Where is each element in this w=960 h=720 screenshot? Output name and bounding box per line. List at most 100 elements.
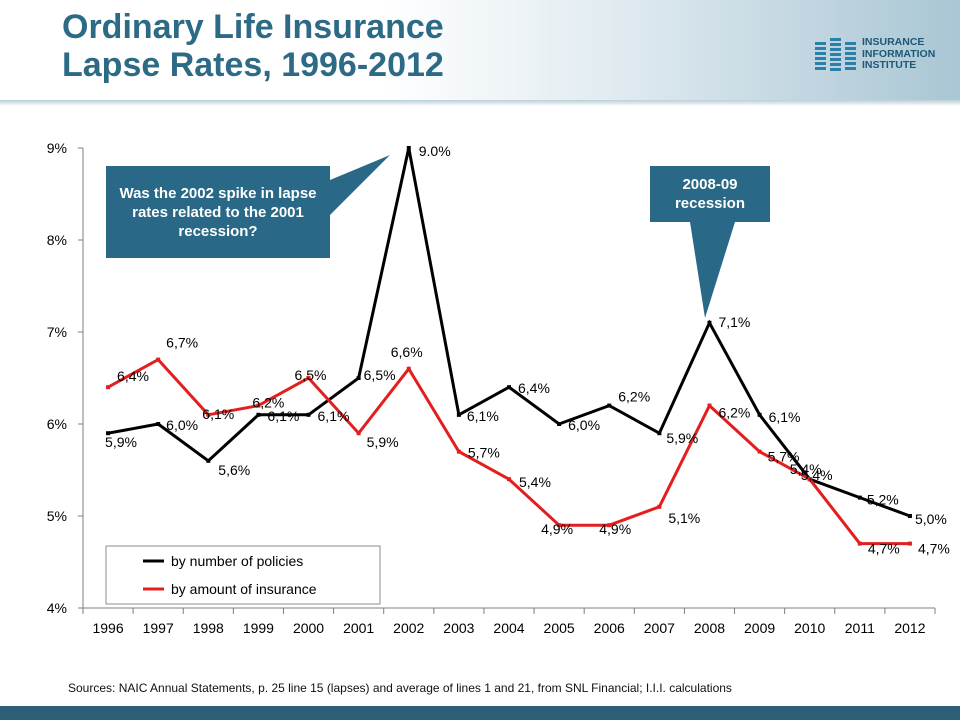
- data-label-policies: 6,4%: [518, 380, 550, 396]
- point-marker-amount: [857, 541, 862, 546]
- data-label-amount: 5,9%: [367, 434, 399, 450]
- point-marker-policies: [507, 385, 511, 390]
- point-marker-amount: [306, 376, 311, 380]
- y-tick-label: 4%: [47, 600, 67, 616]
- point-marker-amount: [557, 523, 562, 528]
- point-marker-amount: [657, 504, 662, 509]
- y-tick-label: 6%: [47, 416, 67, 432]
- data-label-policies: 6,1%: [318, 408, 350, 424]
- data-label-amount: 5,7%: [768, 449, 800, 465]
- callout-tails: [330, 155, 735, 318]
- point-marker-amount: [456, 449, 461, 454]
- title-line-2: Lapse Rates, 1996-2012: [62, 46, 444, 84]
- data-label-policies: 7,1%: [718, 314, 750, 330]
- point-marker-policies: [657, 431, 662, 436]
- point-marker-amount: [607, 523, 612, 528]
- point-marker-policies: [256, 412, 261, 417]
- data-label-amount: 5,4%: [790, 461, 822, 477]
- data-label-amount: 6,2%: [252, 395, 284, 411]
- data-label-amount: 6,5%: [295, 367, 327, 383]
- x-tick-label: 2008: [694, 620, 725, 636]
- data-label-amount: 6,7%: [166, 335, 198, 351]
- data-label-policies: 6,5%: [364, 367, 396, 383]
- point-marker-amount: [807, 477, 812, 482]
- callout-spike-question: Was the 2002 spike in lapse rates relate…: [106, 166, 330, 258]
- data-label-policies: 6,1%: [467, 408, 499, 424]
- data-label-policies: 5,2%: [867, 492, 899, 508]
- data-label-policies: 5,9%: [105, 434, 137, 450]
- data-label-amount: 6,2%: [718, 405, 750, 421]
- data-label-amount: 5,4%: [519, 474, 551, 490]
- point-marker-policies: [857, 495, 862, 500]
- point-marker-policies: [907, 514, 912, 518]
- lapse-rate-chart: 4% 5% 6% 7% 8% 9% 1996 1997 1998 1999 2000 2001 2002…: [47, 140, 950, 636]
- data-label-amount: 5,1%: [668, 510, 700, 526]
- footer-bar: [0, 706, 960, 720]
- data-label-policies: 6,0%: [568, 417, 600, 433]
- callout-tail-spike: [330, 155, 390, 215]
- x-tick-label: 1996: [92, 620, 123, 636]
- iii-logo: INSURANCE INFORMATION INSTITUTE: [815, 36, 955, 76]
- point-marker-amount: [256, 403, 261, 408]
- header-band: [0, 0, 960, 100]
- y-tick-label: 8%: [47, 232, 67, 248]
- legend-label-policies: by number of policies: [171, 553, 303, 569]
- data-label-amount: 6,1%: [202, 406, 234, 422]
- x-tick-label: 2000: [293, 620, 324, 636]
- point-marker-policies: [456, 412, 461, 417]
- point-marker-policies: [306, 412, 311, 417]
- data-label-amount: 4,7%: [868, 541, 900, 557]
- data-label-amount: 5,7%: [468, 445, 500, 461]
- data-label-policies: 9.0%: [419, 143, 451, 159]
- iii-logo-icon: [815, 38, 856, 71]
- x-tick-label: 2012: [894, 620, 925, 636]
- logo-line-3: INSTITUTE: [862, 59, 917, 71]
- point-marker-policies: [156, 422, 161, 426]
- point-marker-amount: [206, 412, 211, 417]
- x-tick-label: 1998: [193, 620, 224, 636]
- x-tick-label: 2004: [493, 620, 524, 636]
- data-label-policies: 5,6%: [218, 462, 250, 478]
- x-tick-label: 2009: [744, 620, 775, 636]
- point-marker-policies: [607, 403, 612, 408]
- data-label-amount: 4,9%: [599, 521, 631, 537]
- logo-text: INSURANCE INFORMATION INSTITUTE: [862, 36, 935, 72]
- data-label-amount: 6,6%: [391, 344, 423, 360]
- data-label-policies: 6,1%: [267, 408, 299, 424]
- data-label-policies: 5,9%: [666, 430, 698, 446]
- legend: by number of policies by amount of insura…: [105, 545, 381, 605]
- data-label-policies: 5,4%: [801, 467, 833, 483]
- point-marker-policies: [757, 412, 762, 417]
- x-tick-label: 2002: [393, 620, 424, 636]
- x-tick-label: 2006: [594, 620, 625, 636]
- data-label-amount: 4,7%: [918, 541, 950, 557]
- header-rule: [0, 100, 960, 106]
- point-marker-amount: [156, 357, 161, 362]
- page-title: Ordinary Life Insurance Lapse Rates, 199…: [62, 8, 444, 84]
- x-tick-label: 2010: [794, 620, 825, 636]
- y-tick-label: 7%: [47, 324, 67, 340]
- data-label-amount: 6,4%: [117, 368, 149, 384]
- x-tick-label: 2003: [443, 620, 474, 636]
- point-marker-policies: [106, 431, 111, 436]
- data-label-policies: 6,2%: [618, 389, 650, 405]
- series-lines: [106, 146, 912, 546]
- y-tick-label: 9%: [47, 140, 67, 156]
- x-tick-label: 1997: [143, 620, 174, 636]
- point-marker-amount: [356, 431, 361, 436]
- legend-label-amount: by amount of insurance: [171, 581, 317, 597]
- point-marker-policies: [206, 458, 211, 463]
- point-marker-policies: [707, 320, 712, 325]
- legend-box: [105, 545, 381, 605]
- data-label-policies: 6,1%: [769, 409, 801, 425]
- data-label-policies: 6,0%: [166, 417, 198, 433]
- x-tick-label: 2007: [644, 620, 675, 636]
- data-labels: 5,9% 6,0% 5,6% 6,1% 6,1% 6,5% 9.0% 6,1% 6,4% 6,0%…: [105, 143, 950, 557]
- point-marker-amount: [106, 385, 111, 390]
- point-marker-policies: [557, 422, 562, 426]
- point-marker-amount: [507, 477, 511, 482]
- callout-recession-text: 2008-09 recession: [674, 176, 746, 212]
- callout-spike-text: Was the 2002 spike in lapse rates relate…: [119, 184, 317, 240]
- callout-recession: 2008-09 recession: [650, 166, 770, 222]
- title-line-1: Ordinary Life Insurance: [62, 8, 444, 46]
